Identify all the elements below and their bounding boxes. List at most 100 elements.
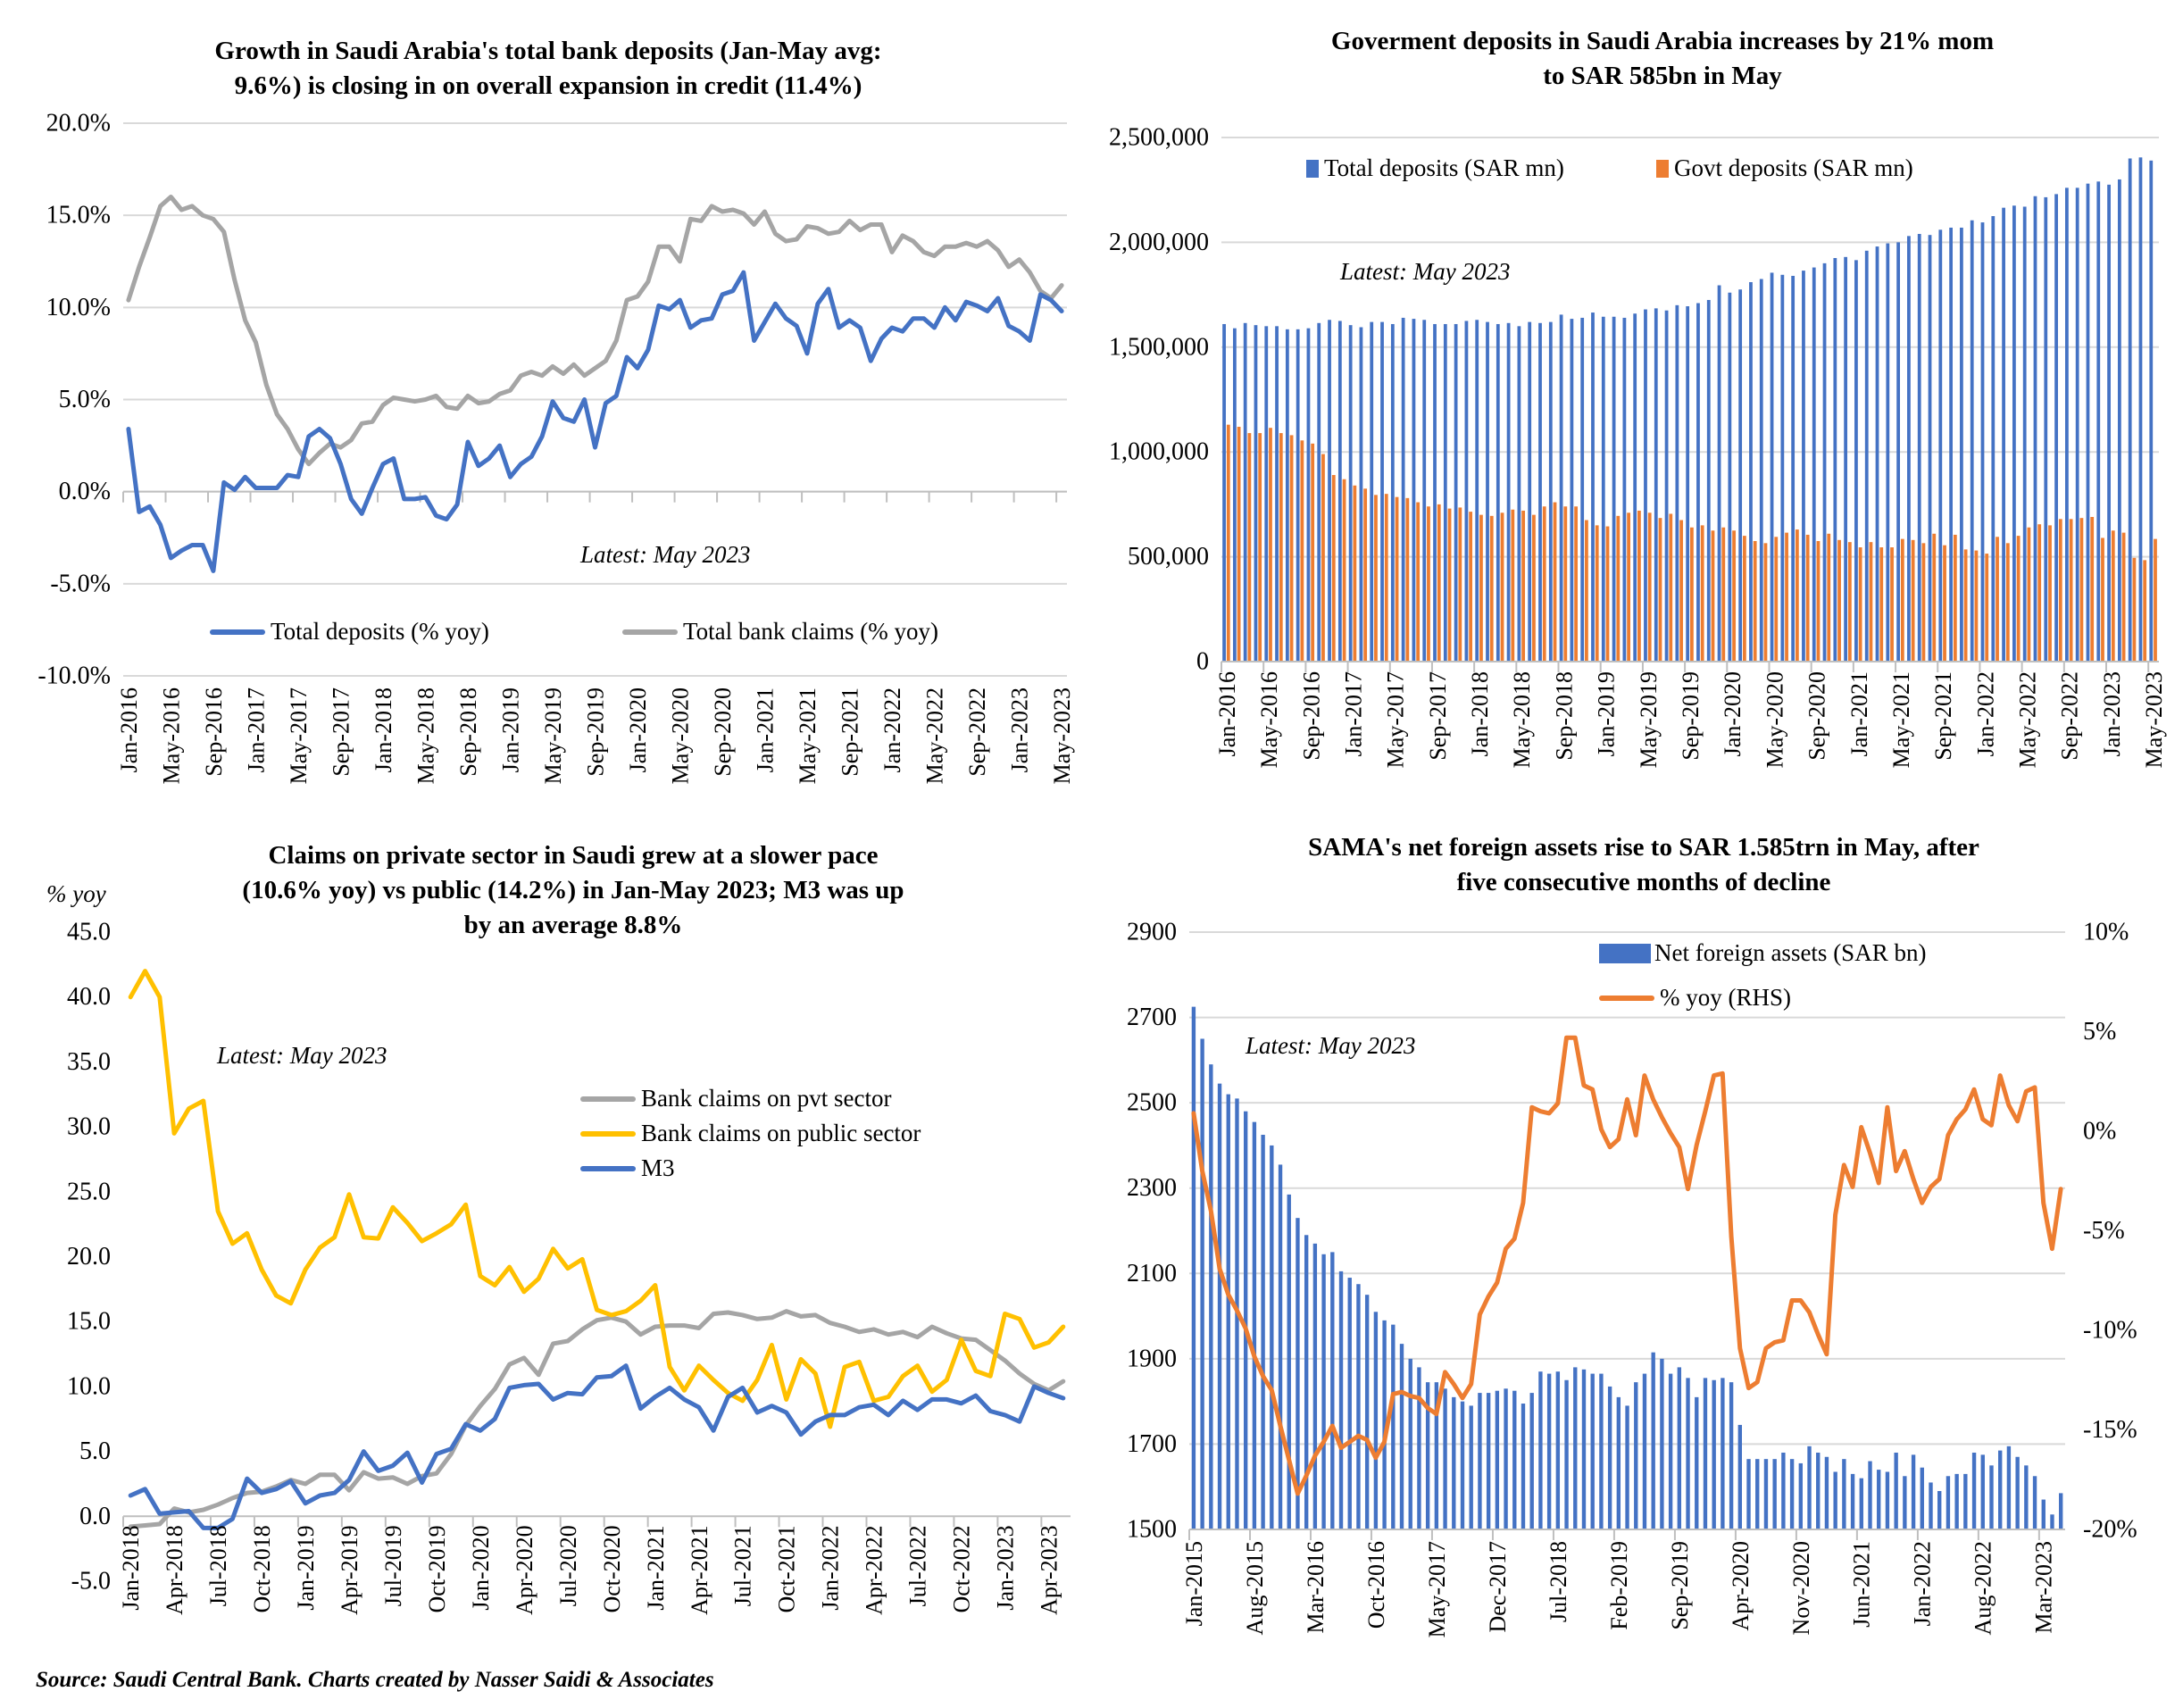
x-tick-label: Jan-2019 xyxy=(293,1525,319,1610)
x-tick-label: May-2022 xyxy=(922,687,948,784)
y-tick-label: -5.0% xyxy=(50,570,111,597)
bar xyxy=(1963,1473,1968,1529)
bar xyxy=(1742,536,1746,662)
chart3-latest-note: Latest: May 2023 xyxy=(217,1042,387,1069)
y2-tick-label: -20% xyxy=(2083,1516,2137,1544)
y-tick-label: 2300 xyxy=(1127,1174,1177,1202)
bar xyxy=(1911,1454,1916,1529)
bar xyxy=(1306,328,1311,662)
legend-swatch-icon xyxy=(1306,159,1319,178)
bar xyxy=(1247,433,1252,662)
bar xyxy=(1337,321,1342,662)
y2-tick-label: -5% xyxy=(2083,1217,2125,1245)
x-tick-label: Jul-2021 xyxy=(730,1525,756,1606)
bar xyxy=(1370,321,1374,662)
bar xyxy=(1980,1454,1985,1529)
bar xyxy=(1711,530,1715,662)
x-tick-label: May-2021 xyxy=(795,687,821,784)
bar xyxy=(1542,506,1546,662)
y-tick-label: 10.0% xyxy=(46,294,111,321)
chart2-title: Goverment deposits in Saudi Arabia incre… xyxy=(1331,24,1994,94)
bar xyxy=(1717,285,1721,662)
x-tick-label: Jul-2018 xyxy=(205,1525,231,1606)
bar xyxy=(1563,506,1568,662)
bar xyxy=(1712,1379,1716,1529)
y2-tick-label: 0% xyxy=(2083,1118,2116,1146)
bar xyxy=(1574,506,1578,662)
bar xyxy=(1695,1396,1699,1529)
bar xyxy=(1770,272,1774,662)
bar xyxy=(1405,497,1410,662)
bar xyxy=(1452,1396,1456,1529)
x-tick-label: Jan-2021 xyxy=(753,687,779,772)
chart4-title-line: SAMA's net foreign assets rise to SAR 1.… xyxy=(1308,833,1979,862)
x-tick-label: Jan-2015 xyxy=(1181,1541,1207,1626)
x-tick-label: May-2020 xyxy=(668,687,694,784)
bar xyxy=(1427,506,1430,662)
chart4-legend-nfa: Net foreign assets (SAR bn) xyxy=(1599,939,1926,967)
bar xyxy=(1837,539,1841,662)
chart3-legend-public: Bank claims on public sector xyxy=(580,1120,921,1147)
chart3-y-axis-label: % yoy xyxy=(46,880,106,907)
bar xyxy=(1890,547,1894,662)
legend-swatch-icon xyxy=(1599,943,1651,963)
x-tick-label: Jan-2018 xyxy=(118,1525,144,1610)
bar xyxy=(1443,1388,1447,1529)
bar xyxy=(1226,1094,1230,1529)
x-tick-label: May-2019 xyxy=(540,687,566,784)
x-tick-label: Jan-2020 xyxy=(468,1525,494,1610)
bar xyxy=(1548,321,1553,662)
bar xyxy=(1946,1476,1951,1529)
x-tick-label: Jan-2020 xyxy=(1720,671,1746,756)
y-tick-label: 0 xyxy=(1196,648,1209,676)
chart1-title: Growth in Saudi Arabia's total bank depo… xyxy=(214,34,881,104)
bar xyxy=(1634,1382,1638,1529)
bar xyxy=(1928,235,1932,662)
y-tick-label: 2,000,000 xyxy=(1109,229,1209,256)
y-tick-label: 1,000,000 xyxy=(1109,438,1209,466)
legend-line-icon xyxy=(580,1130,636,1137)
bar xyxy=(1521,510,1526,662)
bar xyxy=(1278,1164,1283,1529)
x-tick-label: May-2023 xyxy=(1049,687,1075,784)
x-tick-label: Jan-2023 xyxy=(1007,687,1033,772)
bar xyxy=(1595,525,1599,662)
bar xyxy=(1226,424,1230,662)
y-tick-label: 2100 xyxy=(1127,1260,1177,1287)
bar xyxy=(1401,317,1405,662)
bar xyxy=(1374,495,1378,662)
bar xyxy=(1399,1344,1404,1529)
bar xyxy=(1373,1312,1379,1529)
bar xyxy=(1954,1473,1959,1529)
x-tick-label: Jan-2019 xyxy=(497,687,523,772)
bar xyxy=(1585,520,1588,662)
bar xyxy=(1755,1459,1760,1529)
bar xyxy=(1269,428,1272,662)
series-line-bank-claims-on-public-sector xyxy=(128,969,1066,1429)
bar xyxy=(1943,545,1946,662)
bar xyxy=(2027,527,2031,662)
x-tick-label: Sep-2020 xyxy=(710,687,736,777)
x-tick-label: May-2017 xyxy=(1424,1541,1450,1637)
bar xyxy=(1907,236,1911,662)
bar xyxy=(1417,1367,1421,1529)
x-tick-label: Apr-2019 xyxy=(337,1525,362,1615)
x-tick-label: Apr-2022 xyxy=(862,1525,887,1615)
bar xyxy=(1506,322,1511,662)
bar xyxy=(2006,1446,2012,1529)
bar xyxy=(1478,1393,1482,1529)
bar xyxy=(2090,516,2095,662)
x-tick-label: Apr-2018 xyxy=(162,1525,187,1615)
bar xyxy=(1642,1373,1647,1529)
bar xyxy=(1953,534,1957,662)
x-tick-label: Jun-2021 xyxy=(1849,1541,1875,1628)
bar xyxy=(1949,227,1953,662)
legend-label: Total bank claims (% yoy) xyxy=(683,618,939,645)
bar xyxy=(2041,1499,2046,1529)
x-tick-label: Sep-2018 xyxy=(1551,671,1577,761)
bar xyxy=(1254,325,1258,662)
bar xyxy=(2044,196,2048,662)
x-tick-label: Oct-2019 xyxy=(424,1525,450,1612)
x-tick-label: Jan-2021 xyxy=(1846,671,1872,756)
bar xyxy=(1342,479,1346,662)
